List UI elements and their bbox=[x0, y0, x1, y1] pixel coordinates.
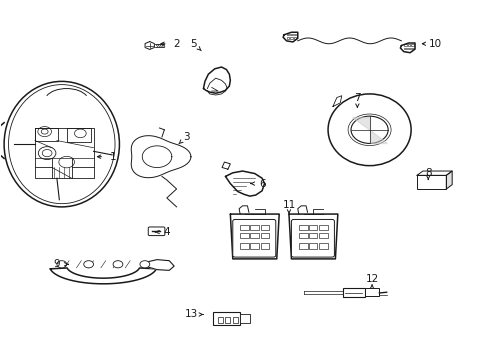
Circle shape bbox=[351, 116, 388, 143]
Bar bbox=[319, 233, 328, 238]
Polygon shape bbox=[145, 260, 174, 270]
Text: 11: 11 bbox=[282, 200, 295, 210]
Text: 13: 13 bbox=[185, 310, 198, 319]
Polygon shape bbox=[400, 43, 415, 53]
Bar bbox=[365, 288, 379, 296]
Polygon shape bbox=[225, 171, 265, 196]
Bar bbox=[299, 243, 308, 249]
FancyBboxPatch shape bbox=[148, 227, 165, 235]
Bar bbox=[343, 288, 365, 297]
Bar bbox=[411, 44, 414, 46]
Bar bbox=[261, 243, 270, 249]
Polygon shape bbox=[203, 67, 230, 93]
Bar bbox=[287, 34, 290, 35]
Bar bbox=[299, 225, 308, 230]
Text: 4: 4 bbox=[164, 227, 170, 237]
Polygon shape bbox=[283, 32, 298, 42]
Bar bbox=[261, 233, 270, 238]
Polygon shape bbox=[333, 96, 342, 107]
Bar bbox=[240, 233, 249, 238]
Bar bbox=[240, 243, 249, 249]
Bar bbox=[250, 233, 259, 238]
Polygon shape bbox=[145, 41, 154, 49]
Bar bbox=[218, 317, 223, 323]
Text: 1: 1 bbox=[110, 152, 117, 162]
Polygon shape bbox=[352, 117, 369, 130]
Bar bbox=[291, 37, 293, 39]
Bar bbox=[287, 37, 290, 39]
Bar bbox=[319, 225, 328, 230]
Bar bbox=[417, 175, 446, 189]
Bar bbox=[411, 48, 414, 49]
Bar bbox=[408, 48, 410, 49]
FancyBboxPatch shape bbox=[233, 220, 276, 257]
Bar bbox=[67, 128, 91, 142]
Bar bbox=[240, 315, 250, 323]
Bar bbox=[309, 225, 318, 230]
Polygon shape bbox=[446, 171, 452, 189]
Bar bbox=[213, 312, 240, 325]
Polygon shape bbox=[417, 171, 452, 175]
Bar bbox=[408, 44, 410, 46]
Bar bbox=[291, 34, 293, 35]
Ellipse shape bbox=[328, 94, 411, 166]
Polygon shape bbox=[230, 214, 279, 259]
Circle shape bbox=[57, 261, 67, 268]
Text: 3: 3 bbox=[183, 132, 190, 142]
Text: 12: 12 bbox=[366, 274, 379, 284]
Bar bbox=[250, 225, 259, 230]
Bar bbox=[309, 243, 318, 249]
Polygon shape bbox=[369, 130, 387, 143]
Bar bbox=[261, 225, 270, 230]
Text: 10: 10 bbox=[429, 39, 442, 49]
Text: 9: 9 bbox=[53, 259, 60, 269]
Polygon shape bbox=[289, 214, 338, 259]
Bar bbox=[299, 233, 308, 238]
Text: 5: 5 bbox=[191, 39, 197, 49]
Circle shape bbox=[140, 261, 150, 268]
Bar bbox=[294, 34, 296, 35]
Circle shape bbox=[113, 261, 123, 268]
Bar bbox=[240, 225, 249, 230]
Bar bbox=[35, 128, 58, 140]
Polygon shape bbox=[35, 128, 94, 178]
Bar bbox=[404, 44, 407, 46]
Bar bbox=[225, 317, 230, 323]
Bar bbox=[233, 317, 238, 323]
Text: 6: 6 bbox=[259, 179, 266, 189]
Bar bbox=[404, 48, 407, 49]
Text: 2: 2 bbox=[173, 39, 180, 49]
Polygon shape bbox=[50, 268, 156, 284]
Text: 7: 7 bbox=[354, 93, 361, 103]
Bar bbox=[319, 243, 328, 249]
Text: 8: 8 bbox=[425, 168, 432, 178]
Bar bbox=[250, 243, 259, 249]
Bar bbox=[294, 37, 296, 39]
Polygon shape bbox=[222, 162, 230, 169]
FancyBboxPatch shape bbox=[292, 220, 334, 257]
Bar bbox=[309, 233, 318, 238]
Circle shape bbox=[84, 261, 94, 268]
